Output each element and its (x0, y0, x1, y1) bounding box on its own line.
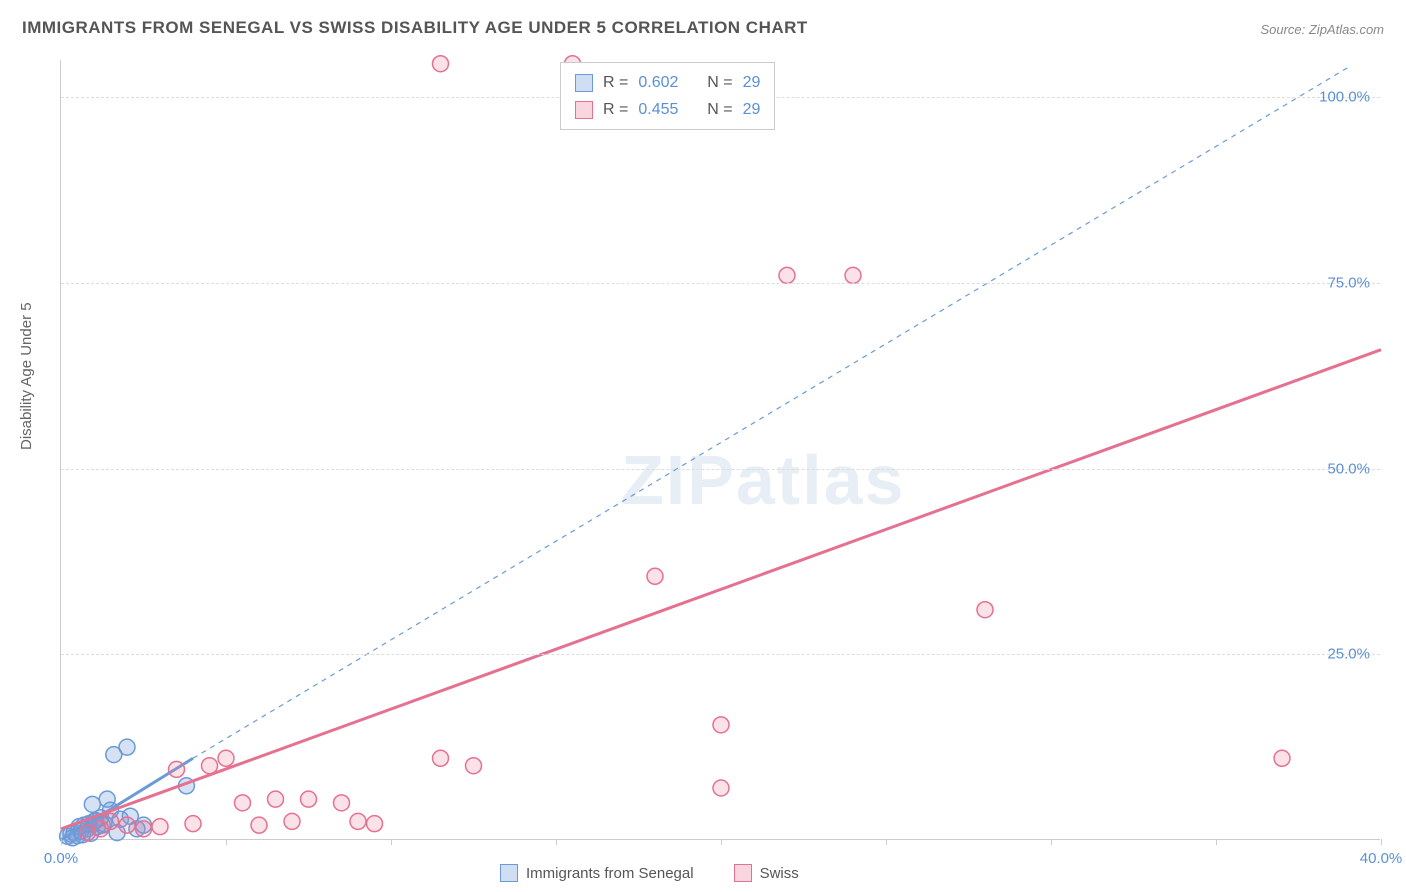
data-point (713, 717, 729, 733)
x-tick-label: 0.0% (44, 850, 78, 867)
x-tick-mark (1051, 839, 1052, 845)
x-tick-mark (886, 839, 887, 845)
source-credit: Source: ZipAtlas.com (1260, 22, 1384, 37)
data-point (284, 813, 300, 829)
legend-row: R = 0.455 N = 29 (575, 96, 760, 123)
n-label: N = (707, 69, 732, 96)
y-tick-label: 50.0% (1327, 460, 1370, 477)
trend-line (61, 350, 1381, 829)
legend-item: Swiss (734, 864, 799, 882)
r-value: 0.455 (638, 96, 678, 123)
plot-area: ZIPatlas 25.0%50.0%75.0%100.0%0.0%40.0% (60, 60, 1380, 840)
x-tick-mark (721, 839, 722, 845)
n-label: N = (707, 96, 732, 123)
data-point (713, 780, 729, 796)
y-tick-label: 25.0% (1327, 646, 1370, 663)
legend-item: Immigrants from Senegal (500, 864, 694, 882)
n-value: 29 (743, 69, 761, 96)
data-point (301, 791, 317, 807)
data-point (466, 758, 482, 774)
x-tick-mark (391, 839, 392, 845)
r-label: R = (603, 69, 628, 96)
gridline-h (61, 469, 1380, 470)
legend-label: Swiss (760, 865, 799, 882)
data-point (268, 791, 284, 807)
x-tick-mark (61, 839, 62, 845)
correlation-legend: R = 0.602 N = 29 R = 0.455 N = 29 (560, 62, 775, 130)
data-point (433, 750, 449, 766)
data-point (84, 796, 100, 812)
data-point (235, 795, 251, 811)
x-tick-mark (226, 839, 227, 845)
n-value: 29 (743, 96, 761, 123)
data-point (119, 817, 135, 833)
data-point (119, 739, 135, 755)
data-point (1274, 750, 1290, 766)
legend-swatch (500, 864, 518, 882)
legend-swatch (575, 101, 593, 119)
data-point (367, 816, 383, 832)
data-point (350, 813, 366, 829)
data-point (433, 56, 449, 72)
data-point (977, 602, 993, 618)
r-value: 0.602 (638, 69, 678, 96)
data-point (334, 795, 350, 811)
data-point (779, 267, 795, 283)
data-point (169, 761, 185, 777)
legend-swatch (734, 864, 752, 882)
data-point (103, 813, 119, 829)
x-tick-label: 40.0% (1360, 850, 1403, 867)
data-point (647, 568, 663, 584)
legend-swatch (575, 74, 593, 92)
legend-label: Immigrants from Senegal (526, 865, 694, 882)
gridline-h (61, 654, 1380, 655)
series-legend: Immigrants from Senegal Swiss (500, 864, 799, 882)
data-point (185, 816, 201, 832)
gridline-h (61, 283, 1380, 284)
data-point (152, 819, 168, 835)
data-point (99, 791, 115, 807)
data-point (845, 267, 861, 283)
y-tick-label: 75.0% (1327, 274, 1370, 291)
x-tick-mark (556, 839, 557, 845)
y-tick-label: 100.0% (1319, 89, 1370, 106)
x-tick-mark (1216, 839, 1217, 845)
data-point (136, 821, 152, 837)
legend-row: R = 0.602 N = 29 (575, 69, 760, 96)
data-point (218, 750, 234, 766)
data-point (202, 758, 218, 774)
chart-title: IMMIGRANTS FROM SENEGAL VS SWISS DISABIL… (22, 18, 808, 38)
data-point (251, 817, 267, 833)
x-tick-mark (1381, 839, 1382, 845)
scatter-chart (61, 60, 1380, 839)
r-label: R = (603, 96, 628, 123)
y-axis-title: Disability Age Under 5 (18, 302, 35, 450)
